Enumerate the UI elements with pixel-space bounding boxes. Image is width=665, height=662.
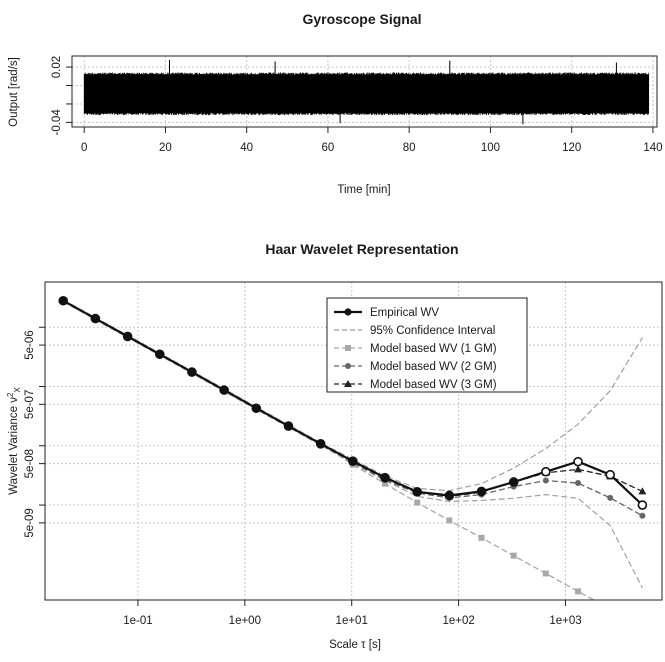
model-1gm-point xyxy=(575,588,582,595)
model-1gm-point xyxy=(478,534,485,541)
bottom-x-tick-label: 1e-01 xyxy=(123,615,152,627)
empirical-wv-point xyxy=(283,421,294,431)
empirical-wv-point xyxy=(380,472,390,483)
gyroscope-signal-panel: Gyroscope Signal 0 20 40 60 80 100 120 140 -0.0… xyxy=(8,11,663,196)
bottom-y-tick-label: 5e-09 xyxy=(24,508,36,537)
bottom-y-axis: 5e-09 5e-08 5e-07 5e-06 xyxy=(24,326,45,538)
legend-marker-1gm xyxy=(345,345,351,351)
bottom-x-tick-label: 1e+02 xyxy=(442,615,474,627)
legend-marker-2gm xyxy=(345,363,351,369)
model-2gm-point xyxy=(575,480,582,487)
model-3gm-point xyxy=(638,487,647,495)
model-1gm-point xyxy=(381,480,388,487)
empirical-wv-point xyxy=(412,487,422,497)
top-y-tick-label: -0.04 xyxy=(51,109,63,136)
model-2gm-point xyxy=(542,477,549,484)
bottom-x-tick-label: 1e+01 xyxy=(336,615,368,627)
chart-title-gyroscope: Gyroscope Signal xyxy=(302,11,421,27)
legend-label-ci: 95% Confidence Interval xyxy=(370,325,495,337)
top-x-tick-label: 100 xyxy=(481,142,500,154)
top-x-tick-label: 0 xyxy=(81,142,87,154)
gyroscope-signal-band xyxy=(83,72,650,116)
bottom-x-tick-label: 1e+03 xyxy=(549,615,581,627)
legend: Empirical WV 95% Confidence Interval Mod… xyxy=(326,297,528,393)
y-axis-label-wavelet-variance: Wavelet Variance ν2X xyxy=(6,387,22,495)
top-x-tick-label: 20 xyxy=(159,142,172,154)
legend-label-empirical: Empirical WV xyxy=(370,307,439,319)
top-x-tick-label: 40 xyxy=(240,142,253,154)
top-plot-frame xyxy=(71,55,658,128)
empirical-wv-point xyxy=(219,385,229,395)
wavelet-panel: Haar Wavelet Representation 1e-01 1e+00 1e… xyxy=(6,241,663,651)
bottom-y-tick-label: 5e-08 xyxy=(24,449,36,478)
model-2gm-point xyxy=(639,512,646,519)
empirical-wv-point xyxy=(122,331,133,342)
model-1gm-point xyxy=(414,499,421,506)
bottom-y-tick-label: 5e-06 xyxy=(24,330,36,359)
empirical-wv-point xyxy=(348,456,358,466)
top-x-tick-label: 140 xyxy=(643,142,662,154)
empirical-wv-point xyxy=(187,367,197,377)
legend-label-3gm: Model based WV (3 GM) xyxy=(370,379,497,391)
legend-marker-3gm xyxy=(344,380,352,387)
top-y-tick-label: 0.02 xyxy=(51,56,63,78)
empirical-wv-point xyxy=(90,313,101,324)
bottom-x-axis: 1e-01 1e+00 1e+01 1e+02 1e+03 xyxy=(123,600,582,627)
bottom-plot-frame xyxy=(44,281,663,601)
empirical-wv-point xyxy=(573,456,583,467)
top-x-tick-label: 120 xyxy=(562,142,581,154)
top-x-tick-label: 80 xyxy=(403,142,416,154)
model-2gm-point xyxy=(607,494,614,501)
empirical-wv-point xyxy=(58,295,69,306)
empirical-wv-point xyxy=(605,469,616,480)
gyroscope-signal-spikes xyxy=(169,59,617,125)
x-axis-label-time: Time [min] xyxy=(337,184,390,196)
legend-label-2gm: Model based WV (2 GM) xyxy=(370,361,497,373)
empirical-wv-point xyxy=(251,403,262,414)
bottom-y-tick-label: 5e-07 xyxy=(24,390,36,419)
wavelet-series xyxy=(58,295,648,600)
empirical-wv-point xyxy=(508,477,519,487)
chart-title-wavelet: Haar Wavelet Representation xyxy=(265,241,458,257)
top-y-axis: -0.04 0.02 xyxy=(51,56,72,136)
legend-label-1gm: Model based WV (1 GM) xyxy=(370,343,497,355)
empirical-wv-point xyxy=(154,349,165,360)
legend-marker-empirical xyxy=(344,308,352,316)
model-1gm-point xyxy=(510,552,517,559)
top-x-tick-label: 60 xyxy=(322,142,335,154)
legend-box xyxy=(326,297,528,393)
bottom-x-tick-label: 1e+00 xyxy=(229,615,261,627)
empirical-wv-point xyxy=(637,500,648,510)
y-axis-label-output: Output [rad/s] xyxy=(8,57,20,127)
empirical-wv-point xyxy=(315,439,326,449)
empirical-wv-point xyxy=(444,490,455,501)
plot-area xyxy=(58,295,648,600)
x-axis-label-scale: Scale τ [s] xyxy=(329,639,381,651)
model-1gm-point xyxy=(542,570,549,577)
gyroscope-signal-trace xyxy=(83,59,650,125)
top-x-axis: 0 20 40 60 80 100 120 140 xyxy=(81,127,663,154)
model-1gm-point xyxy=(446,517,453,524)
empirical-wv-point xyxy=(541,466,551,477)
empirical-wv-point xyxy=(476,486,487,497)
model-3gm-point xyxy=(574,465,583,473)
